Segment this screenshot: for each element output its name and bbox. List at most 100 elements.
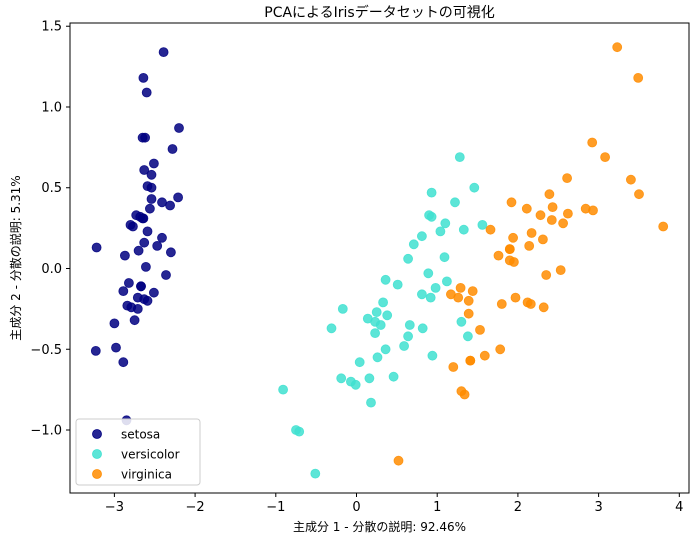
point-virginica-48 [504, 244, 515, 255]
legend-item-versicolor: versicolor [92, 448, 180, 462]
point-virginica-40 [538, 234, 548, 245]
point-versicolor-20 [441, 276, 452, 287]
point-virginica-44 [546, 215, 557, 225]
point-versicolor-42 [370, 328, 381, 339]
point-setosa-11 [140, 261, 151, 272]
point-versicolor-25 [424, 210, 435, 221]
point-versicolor-48 [278, 384, 289, 395]
point-virginica-4 [541, 270, 552, 280]
point-setosa-7 [139, 237, 150, 248]
point-setosa-32 [137, 132, 148, 143]
point-virginica-43 [558, 218, 568, 229]
point-setosa-49 [133, 245, 144, 256]
point-virginica-39 [521, 203, 532, 214]
point-setosa-27 [144, 203, 155, 214]
point-virginica-35 [600, 152, 610, 163]
point-versicolor-16 [404, 320, 415, 330]
y-tick-label: −1.0 [30, 424, 62, 439]
point-virginica-34 [495, 344, 506, 355]
point-virginica-2 [563, 208, 573, 219]
point-virginica-0 [555, 265, 566, 276]
x-tick-label: −3 [105, 500, 124, 515]
point-setosa-18 [174, 123, 184, 133]
point-virginica-42 [465, 355, 476, 366]
point-virginica-36 [524, 240, 535, 251]
y-tick-label: 0.0 [41, 262, 62, 277]
point-setosa-3 [129, 315, 140, 326]
point-virginica-49 [463, 308, 474, 319]
point-setosa-23 [165, 247, 176, 258]
point-setosa-6 [123, 278, 134, 288]
point-versicolor-29 [326, 323, 337, 334]
legend-marker-virginica [92, 469, 102, 479]
x-tick-label: 3 [594, 500, 602, 515]
point-virginica-46 [475, 324, 485, 335]
point-versicolor-31 [336, 373, 347, 384]
legend-item-virginica: virginica [92, 468, 172, 482]
point-setosa-44 [173, 192, 184, 203]
legend-label-setosa: setosa [121, 428, 160, 442]
point-versicolor-8 [435, 226, 446, 237]
legend-marker-setosa [92, 429, 102, 439]
point-virginica-37 [504, 255, 515, 266]
point-versicolor-19 [354, 357, 365, 368]
point-versicolor-5 [403, 331, 414, 342]
point-virginica-17 [633, 73, 644, 83]
series-versicolor [278, 152, 488, 479]
point-setosa-38 [111, 342, 121, 353]
x-tick-label: 1 [433, 500, 441, 515]
point-versicolor-39 [364, 373, 375, 384]
point-virginica-12 [526, 228, 537, 238]
point-virginica-11 [496, 299, 507, 309]
point-versicolor-15 [426, 187, 437, 198]
point-virginica-24 [535, 210, 546, 221]
point-setosa-42 [109, 318, 120, 329]
point-virginica-10 [485, 224, 496, 235]
point-virginica-14 [479, 350, 490, 361]
legend-marker-versicolor [92, 449, 102, 459]
x-tick-label: 2 [514, 500, 522, 515]
point-versicolor-14 [337, 303, 348, 314]
point-virginica-18 [658, 221, 669, 232]
point-setosa-43 [157, 232, 167, 243]
point-setosa-14 [138, 73, 149, 83]
point-virginica-6 [393, 455, 404, 466]
legend-label-virginica: virginica [121, 468, 172, 482]
point-virginica-27 [455, 282, 466, 293]
x-tick-label: 4 [675, 500, 683, 515]
point-versicolor-2 [469, 182, 480, 193]
point-versicolor-6 [440, 218, 451, 229]
x-axis-label: 主成分 1 - 分散の説明: 92.46% [293, 519, 466, 534]
point-versicolor-13 [430, 282, 441, 293]
legend: setosa versicolor virginica [75, 418, 201, 486]
point-virginica-19 [456, 386, 467, 397]
point-versicolor-12 [372, 352, 383, 363]
y-tick-label: 0.5 [41, 181, 62, 196]
point-versicolor-4 [439, 252, 450, 263]
points-layer [90, 42, 669, 479]
point-setosa-5 [167, 144, 178, 154]
point-setosa-39 [142, 226, 153, 237]
point-virginica-21 [448, 362, 459, 372]
point-versicolor-0 [454, 152, 465, 163]
point-virginica-23 [463, 295, 474, 306]
point-versicolor-49 [375, 320, 386, 330]
point-virginica-22 [634, 189, 644, 200]
point-versicolor-43 [294, 426, 305, 437]
point-virginica-5 [626, 174, 636, 185]
point-virginica-25 [562, 173, 572, 184]
point-setosa-46 [146, 182, 157, 193]
point-versicolor-36 [450, 197, 460, 208]
y-axis-label: 主成分 2 - 分散の説明: 5.31% [8, 175, 23, 340]
plot-frame [69, 22, 690, 494]
point-virginica-41 [506, 197, 517, 208]
point-setosa-40 [127, 221, 138, 232]
y-axis-ticks: −1.0 −0.5 0.0 0.5 1.0 1.5 [30, 20, 70, 439]
point-versicolor-24 [408, 239, 419, 250]
point-versicolor-21 [380, 274, 391, 285]
point-setosa-34 [136, 281, 146, 292]
y-tick-label: 1.0 [41, 100, 62, 115]
legend-item-setosa: setosa [92, 428, 160, 442]
point-versicolor-27 [477, 219, 488, 230]
point-versicolor-37 [417, 323, 428, 334]
